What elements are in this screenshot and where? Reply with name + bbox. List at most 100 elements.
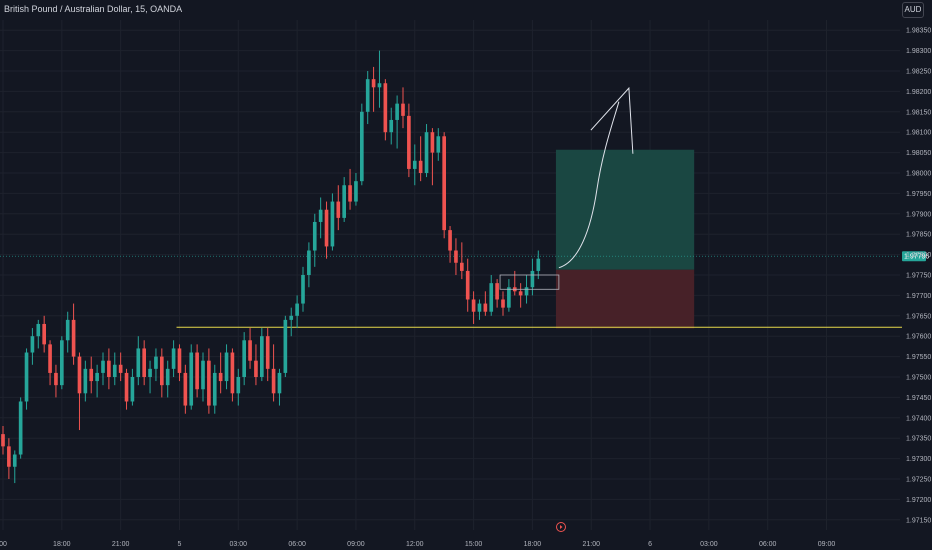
- candle-body: [330, 201, 335, 247]
- candle-body: [195, 352, 199, 390]
- candle-body: [160, 356, 164, 386]
- x-tick-label: 09:00: [347, 541, 365, 548]
- candle-body: [118, 364, 123, 373]
- y-tick-label: 1.98350: [906, 28, 931, 35]
- candle-body: [383, 83, 388, 133]
- x-tick-label: 03:00: [230, 541, 248, 548]
- candle-body: [295, 303, 299, 316]
- candle-body: [518, 291, 523, 296]
- y-tick-label: 1.97900: [906, 211, 931, 218]
- take-profit-zone: [555, 149, 695, 270]
- candle-body: [501, 299, 505, 308]
- candle-body: [524, 287, 529, 296]
- candle-body: [177, 348, 182, 373]
- x-tick-label: 06:00: [288, 541, 306, 548]
- candle-body: [371, 79, 376, 88]
- candle-body: [324, 209, 329, 247]
- candle-body: [189, 352, 194, 406]
- y-tick-label: 1.98150: [906, 109, 931, 116]
- candle-body: [489, 283, 494, 312]
- candle-body: [77, 356, 82, 394]
- candle-body: [365, 79, 370, 112]
- header-separator-2: ,: [145, 4, 151, 14]
- candle-body: [395, 103, 399, 120]
- candle-body: [83, 368, 88, 394]
- x-tick-label: 15:00: [465, 541, 483, 548]
- candle-body: [248, 340, 252, 361]
- stop-loss-zone: [555, 269, 695, 329]
- x-tick-label: 00: [0, 541, 7, 548]
- candle-body: [48, 344, 52, 373]
- y-tick-label: 1.98200: [906, 89, 931, 96]
- candle-body: [507, 287, 511, 308]
- projection-arrow: [590, 86, 634, 154]
- y-tick-label: 1.97600: [906, 334, 931, 341]
- candle-body: [1, 434, 5, 447]
- candle-body: [183, 372, 188, 406]
- y-tick-label: 1.97850: [906, 232, 931, 239]
- candle-body: [477, 303, 482, 312]
- candle-body: [60, 340, 64, 386]
- candle-body: [101, 360, 105, 373]
- candle-body: [277, 372, 282, 394]
- candle-body: [336, 201, 341, 218]
- x-tick-label: 6: [648, 541, 652, 548]
- candle-body: [424, 132, 429, 173]
- candle-body: [165, 368, 170, 386]
- replay-icon-glyph: [560, 525, 563, 529]
- candle-body: [212, 372, 217, 406]
- candle-body: [312, 221, 317, 251]
- candle-body: [36, 323, 41, 337]
- candle-body: [107, 360, 111, 377]
- candle-body: [442, 136, 446, 231]
- y-tick-label: 1.98000: [906, 171, 931, 178]
- candle-body: [401, 103, 405, 116]
- x-tick-label: 21:00: [582, 541, 600, 548]
- candle-body: [224, 352, 229, 382]
- candle-body: [12, 454, 17, 467]
- candle-body: [460, 262, 464, 271]
- candle-body: [301, 275, 305, 304]
- candle-body: [130, 377, 135, 402]
- candle-body: [218, 372, 223, 382]
- candle-body: [283, 319, 288, 373]
- timeframe-label: 15: [135, 4, 146, 14]
- candle-body: [307, 250, 311, 275]
- candle-body: [254, 360, 258, 377]
- y-tick-label: 1.98300: [906, 48, 931, 55]
- candle-body: [136, 348, 141, 377]
- candle-body: [7, 446, 11, 467]
- candle-body: [436, 136, 441, 153]
- x-tick-label: 21:00: [112, 541, 130, 548]
- candle-body: [24, 352, 29, 402]
- y-tick-label: 1.97400: [906, 415, 931, 422]
- x-tick-label: 03:00: [700, 541, 718, 548]
- y-tick-label: 1.97800: [906, 252, 931, 259]
- candle-body: [89, 368, 94, 382]
- y-tick-label: 1.97950: [906, 191, 931, 198]
- candle-body: [236, 377, 241, 394]
- candle-body: [54, 372, 58, 386]
- y-tick-label: 1.97300: [906, 456, 931, 463]
- y-tick-label: 1.97350: [906, 436, 931, 443]
- candle-body: [207, 360, 211, 406]
- candle-body: [495, 283, 499, 300]
- candle-body: [354, 181, 358, 202]
- candle-body: [142, 348, 146, 377]
- currency-button[interactable]: AUD: [902, 2, 924, 18]
- y-tick-label: 1.97200: [906, 497, 931, 504]
- consolidation-box: [499, 274, 560, 290]
- broker-label: OANDA: [150, 4, 183, 14]
- candle-body: [65, 319, 70, 341]
- current-price-value: 1.97796: [904, 254, 929, 261]
- y-tick-label: 1.97250: [906, 477, 931, 484]
- candle-body: [242, 340, 246, 377]
- candle-body: [230, 352, 235, 394]
- y-tick-label: 1.97750: [906, 273, 931, 280]
- symbol-header[interactable]: British Pound / Australian Dollar, 15, O…: [4, 4, 182, 14]
- y-tick-label: 1.98100: [906, 130, 931, 137]
- candle-body: [342, 185, 346, 218]
- y-tick-label: 1.97550: [906, 354, 931, 361]
